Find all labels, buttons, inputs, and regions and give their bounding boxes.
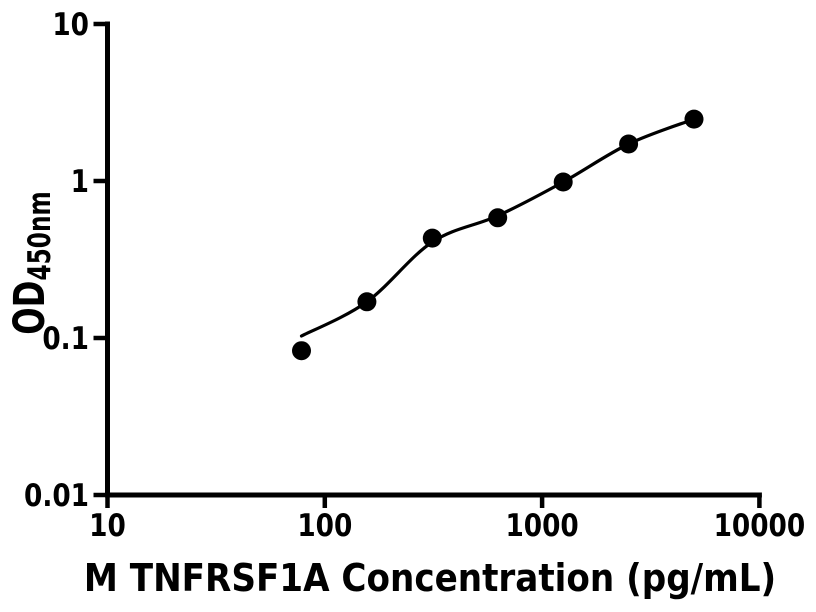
data-point	[553, 172, 573, 192]
data-point	[422, 228, 442, 248]
data-point	[684, 109, 704, 129]
x-tick-label: 100	[297, 507, 352, 544]
x-axis-title: M TNFRSF1A Concentration (pg/mL)	[84, 555, 776, 600]
y-tick-label: 0.1	[42, 320, 89, 357]
x-tick-label: 1000	[505, 507, 578, 544]
y-tick-label: 0.01	[24, 477, 89, 514]
y-axis-title-main: OD	[4, 281, 54, 335]
data-point	[488, 208, 508, 228]
axes-layer	[105, 21, 762, 498]
x-tick-label: 10000	[714, 507, 806, 544]
y-tick-label: 1	[71, 163, 89, 200]
data-point	[357, 292, 377, 312]
data-point	[619, 134, 639, 154]
tick-layer: 10 100 1000 10000 10 1 0.1 0.01	[24, 6, 805, 544]
y-axis-title: OD450nm	[4, 191, 58, 334]
y-tick-label: 10	[52, 6, 89, 43]
x-tick-label: 10	[89, 507, 126, 544]
y-axis-title-subscript: 450nm	[23, 191, 58, 280]
data-layer	[292, 109, 704, 361]
data-point	[292, 341, 311, 361]
